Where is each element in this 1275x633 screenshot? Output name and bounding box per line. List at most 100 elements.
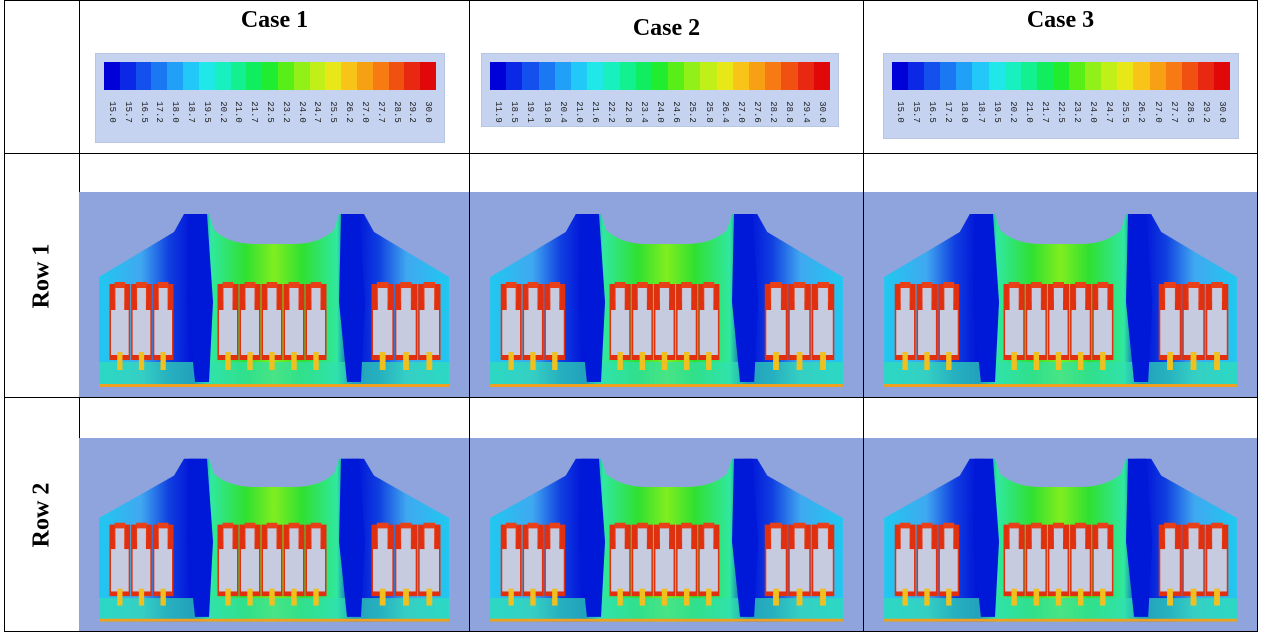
colorbar-tick-label: 25.8 <box>703 101 714 123</box>
colorbar-swatch <box>797 62 814 90</box>
colorbar-swatch <box>246 62 263 90</box>
colorbar-ticks: 15.0 15.7 16.5 17.2 18.0 18.7 19.5 20.2 21.0 21.7… <box>892 94 1230 130</box>
colorbar-tick-label: 27.7 <box>375 101 386 123</box>
colorbar-swatch <box>749 62 766 90</box>
row-1-label: Row 1 <box>28 243 55 308</box>
colorbar-swatch <box>892 62 909 90</box>
colorbar-swatch <box>570 62 588 90</box>
colorbar-swatch <box>214 62 231 90</box>
colorbar-tick-label: 18.7 <box>185 101 196 123</box>
colorbar-swatch <box>490 62 507 90</box>
colorbar-swatch <box>908 62 925 90</box>
colorbar-swatch <box>972 62 989 90</box>
colorbar-tick-label: 18.5 <box>509 101 520 123</box>
colorbar-tick-label: 27.6 <box>752 101 763 123</box>
colorbar-tick-label: 17.2 <box>154 101 165 123</box>
colorbar-tick-label: 21.0 <box>233 101 244 123</box>
colorbar-swatch <box>1085 62 1102 90</box>
colorbar-swatch <box>924 62 941 90</box>
sim-row-1-case-3 <box>863 153 1258 398</box>
colorbar-swatch <box>988 62 1005 90</box>
temperature-contour-plot <box>470 192 863 397</box>
temperature-contour-plot <box>864 192 1257 397</box>
colorbar-tick-label: 25.2 <box>687 101 698 123</box>
colorbar-swatch <box>1165 62 1182 90</box>
colorbar-ticks: 15.0 15.7 16.5 17.2 18.0 18.7 19.5 20.2 21.0 21.7… <box>104 94 436 130</box>
colorbar-swatch <box>587 62 604 90</box>
colorbar-tick-label: 19.1 <box>525 101 536 123</box>
colorbar-swatch <box>538 62 555 90</box>
colorbar-tick-label: 19.5 <box>201 101 212 123</box>
colorbar-gradient <box>490 62 830 90</box>
temperature-contour-plot <box>79 192 469 397</box>
colorbar-swatch <box>119 62 136 90</box>
sim-row-1-case-2 <box>469 153 864 398</box>
colorbar-swatch <box>135 62 152 90</box>
colorbar-swatch <box>104 62 120 90</box>
row-2-label: Row 2 <box>28 482 55 547</box>
colorbar-tick-label: 30.0 <box>816 101 827 123</box>
colorbar-tick-label: 21.7 <box>249 101 260 123</box>
row-2-label-cell: Row 2 <box>4 397 80 632</box>
colorbar-swatch <box>619 62 636 90</box>
temperature-contour-plot <box>864 438 1257 631</box>
colorbar-tick-label: 25.5 <box>1120 101 1131 123</box>
colorbar-tick-label: 15.7 <box>911 101 922 123</box>
colorbar-tick-label: 27.7 <box>1168 101 1179 123</box>
colorbar-swatch <box>1036 62 1053 90</box>
colorbar-swatch <box>1181 62 1198 90</box>
colorbar-tick-label: 22.2 <box>606 101 617 123</box>
colorbar-tick-label: 23.2 <box>1072 101 1083 123</box>
colorbar-tick-label: 28.2 <box>768 101 779 123</box>
colorbar-tick-label: 24.0 <box>296 101 307 123</box>
colorbar-swatch <box>635 62 652 90</box>
colorbar-swatch <box>1197 62 1214 90</box>
colorbar-tick-label: 18.0 <box>170 101 181 123</box>
colorbar-swatch <box>325 62 342 90</box>
colorbar-tick-label: 27.0 <box>735 101 746 123</box>
colorbar-tick-label: 24.7 <box>1104 101 1115 123</box>
colorbar-swatch <box>603 62 620 90</box>
colorbar-swatch <box>716 62 733 90</box>
colorbar-tick-label: 27.0 <box>359 101 370 123</box>
colorbar-swatch <box>357 62 373 90</box>
colorbar-swatch <box>183 62 199 90</box>
colorbar-swatch <box>293 62 310 90</box>
colorbar-tick-label: 16.5 <box>138 101 149 123</box>
colorbar-tick-label: 29.2 <box>1200 101 1211 123</box>
colorbar-tick-label: 28.8 <box>784 101 795 123</box>
colorbar-swatch <box>388 62 405 90</box>
colorbar-swatch <box>1117 62 1134 90</box>
colorbar-tick-label: 30.0 <box>1216 101 1227 123</box>
colorbar-swatch <box>506 62 523 90</box>
header-case-3: Case 3 15.0 15.7 16.5 17.2 18.0 18.7 19.5 20.2 2… <box>863 0 1258 154</box>
colorbar-swatch <box>151 62 168 90</box>
colorbar-swatch <box>230 62 247 90</box>
colorbar-tick-label: 29.2 <box>407 101 418 123</box>
colorbar-swatch <box>700 62 717 90</box>
case-1-colorbar: 15.0 15.7 16.5 17.2 18.0 18.7 19.5 20.2 21.0 21.7… <box>95 53 445 143</box>
colorbar-swatch <box>813 62 830 90</box>
colorbar-swatch <box>167 62 184 90</box>
colorbar-tick-label: 19.5 <box>991 101 1002 123</box>
colorbar-tick-label: 24.0 <box>654 101 665 123</box>
colorbar-swatch <box>1213 62 1230 90</box>
colorbar-tick-label: 28.5 <box>1184 101 1195 123</box>
colorbar-tick-label: 21.0 <box>1023 101 1034 123</box>
colorbar-tick-label: 24.0 <box>1088 101 1099 123</box>
colorbar-tick-label: 22.5 <box>1055 101 1066 123</box>
colorbar-swatch <box>668 62 685 90</box>
colorbar-tick-label: 17.2 <box>943 101 954 123</box>
colorbar-swatch <box>277 62 294 90</box>
case-2-title: Case 2 <box>632 15 701 41</box>
row-1-label-cell: Row 1 <box>4 153 80 398</box>
colorbar-swatch <box>420 62 437 90</box>
colorbar-tick-label: 24.6 <box>671 101 682 123</box>
colorbar-swatch <box>404 62 421 90</box>
colorbar-tick-label: 19.8 <box>541 101 552 123</box>
colorbar-gradient <box>104 62 437 90</box>
colorbar-swatch <box>1069 62 1086 90</box>
colorbar-tick-label: 27.0 <box>1152 101 1163 123</box>
colorbar-tick-label: 22.5 <box>265 101 276 123</box>
header-case-2: Case 2 11.9 18.5 19.1 19.8 20.4 21.0 21.6 22.2 2… <box>469 0 864 154</box>
